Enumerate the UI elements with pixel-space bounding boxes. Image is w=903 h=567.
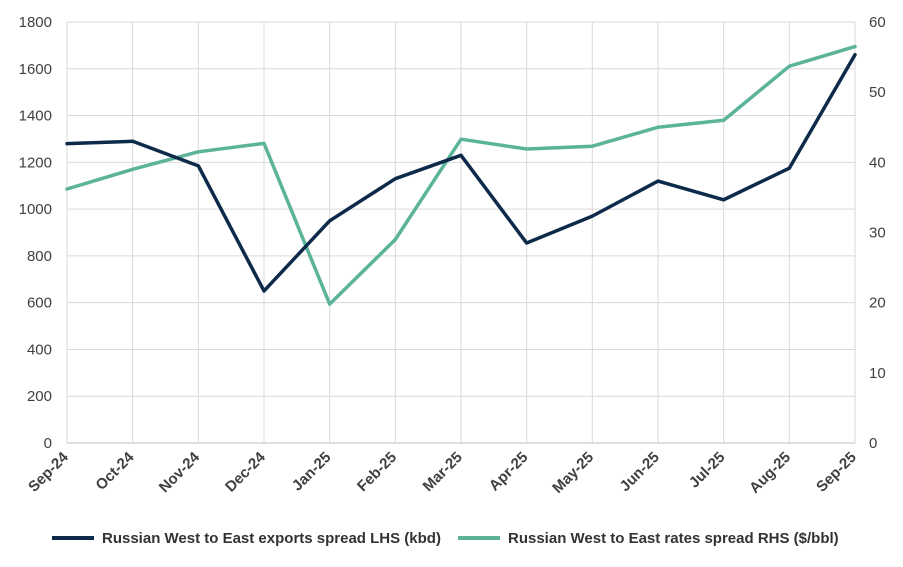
y-left-tick-label: 400	[27, 341, 52, 358]
legend: Russian West to East exports spread LHS …	[52, 530, 839, 547]
x-tick-label: Nov-24	[156, 448, 204, 496]
y-right-tick-label: 0	[869, 435, 877, 452]
y-left-tick-label: 600	[27, 295, 52, 312]
y-left-tick-label: 0	[44, 435, 52, 452]
data-point-rates	[656, 125, 660, 129]
data-point-exports	[853, 53, 857, 57]
data-point-rates	[459, 137, 463, 141]
y-right-tick-label: 10	[869, 365, 886, 382]
y-right-tick-label: 60	[869, 14, 886, 31]
gridlines	[66, 21, 856, 444]
data-point-exports	[393, 177, 397, 181]
x-tick-label: Aug-25	[746, 449, 794, 497]
data-point-exports	[196, 164, 200, 168]
y-left-tick-label: 1600	[19, 61, 52, 78]
data-point-rates	[393, 238, 397, 242]
y-left-tick-label: 1000	[19, 201, 52, 218]
x-tick-label: May-25	[549, 449, 597, 497]
data-point-rates	[590, 144, 594, 148]
data-point-rates	[787, 64, 791, 68]
x-tick-label: Sep-25	[813, 449, 860, 496]
data-point-exports	[328, 219, 332, 223]
series-layer	[65, 44, 857, 306]
y-left-tick-label: 1400	[19, 108, 52, 125]
data-point-exports	[131, 139, 135, 143]
data-point-rates	[65, 187, 69, 191]
data-point-rates	[525, 147, 529, 151]
y-axis-left: 0 200 400 600 800 1000 1200 1400 1600 1800	[19, 14, 52, 452]
data-point-exports	[787, 166, 791, 170]
y-right-tick-label: 20	[869, 295, 886, 312]
y-right-tick-label: 40	[869, 154, 886, 171]
x-axis: Sep-24 Oct-24 Nov-24 Dec-24 Jan-25 Feb-25 Mar-…	[25, 442, 860, 497]
data-point-rates	[722, 118, 726, 122]
data-point-exports	[656, 179, 660, 183]
data-point-rates	[196, 150, 200, 154]
x-tick-label: Mar-25	[420, 449, 466, 495]
x-tick-label: Sep-24	[25, 448, 72, 495]
x-tick-label: Jul-25	[686, 449, 729, 492]
data-point-exports	[262, 289, 266, 293]
data-point-rates	[328, 302, 332, 306]
x-tick-label: Dec-24	[222, 448, 269, 495]
x-tick-label: Apr-25	[486, 449, 532, 495]
data-point-exports	[459, 153, 463, 157]
y-left-tick-label: 1800	[19, 14, 52, 31]
y-right-tick-label: 50	[869, 84, 886, 101]
data-point-exports	[65, 142, 69, 146]
legend-label-rates: Russian West to East rates spread RHS ($…	[508, 530, 839, 547]
x-tick-label: Oct-24	[92, 448, 137, 493]
legend-label-exports: Russian West to East exports spread LHS …	[102, 530, 441, 547]
data-point-exports	[525, 241, 529, 245]
data-point-exports	[590, 214, 594, 218]
data-point-rates	[131, 167, 135, 171]
data-point-exports	[722, 198, 726, 202]
data-point-rates	[853, 45, 857, 49]
y-axis-right: 0 10 20 30 40 50 60	[869, 14, 886, 452]
y-left-tick-label: 1200	[19, 154, 52, 171]
x-tick-label: Jan-25	[289, 449, 335, 495]
y-right-tick-label: 30	[869, 225, 886, 242]
y-left-tick-label: 800	[27, 248, 52, 265]
x-tick-label: Jun-25	[617, 449, 663, 495]
x-tick-label: Feb-25	[354, 449, 400, 495]
data-point-rates	[262, 141, 266, 145]
y-left-tick-label: 200	[27, 388, 52, 405]
